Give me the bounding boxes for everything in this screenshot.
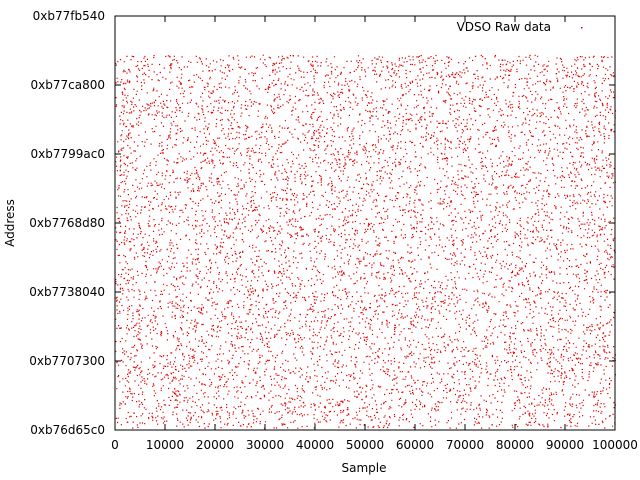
y-tick-label: 0xb7738040 [29,285,105,299]
legend-label: VDSO Raw data [457,20,551,34]
x-tick-label: 30000 [246,438,284,452]
y-tick-label: 0xb7799ac0 [31,147,105,161]
y-tick-label: 0xb77ca800 [31,78,105,92]
x-axis-label: Sample [342,461,387,475]
x-tick-label: 90000 [546,438,584,452]
x-tick-label: 80000 [496,438,534,452]
x-ticks: 0 10000 20000 30000 40000 50000 60000 70000 8000… [111,16,638,452]
x-tick-label: 0 [111,438,119,452]
x-tick-label: 100000 [592,438,638,452]
x-tick-label: 20000 [196,438,234,452]
series-points [115,54,617,429]
y-axis-label: Address [3,199,17,247]
y-tick-label: 0xb77fb540 [33,9,105,23]
y-tick-label: 0xb76d65c0 [30,423,105,437]
x-tick-label: 60000 [396,438,434,452]
y-ticks: 0xb76d65c0 0xb7707300 0xb7738040 0xb7768d80… [29,9,615,437]
x-tick-label: 40000 [296,438,334,452]
x-tick-label: 10000 [146,438,184,452]
y-tick-label: 0xb7768d80 [29,216,105,230]
y-tick-label: 0xb7707300 [29,354,105,368]
x-tick-label: 70000 [446,438,484,452]
legend: VDSO Raw data [457,20,583,34]
x-tick-label: 50000 [346,438,384,452]
series-points-path [115,54,617,429]
legend-swatch [581,27,583,29]
